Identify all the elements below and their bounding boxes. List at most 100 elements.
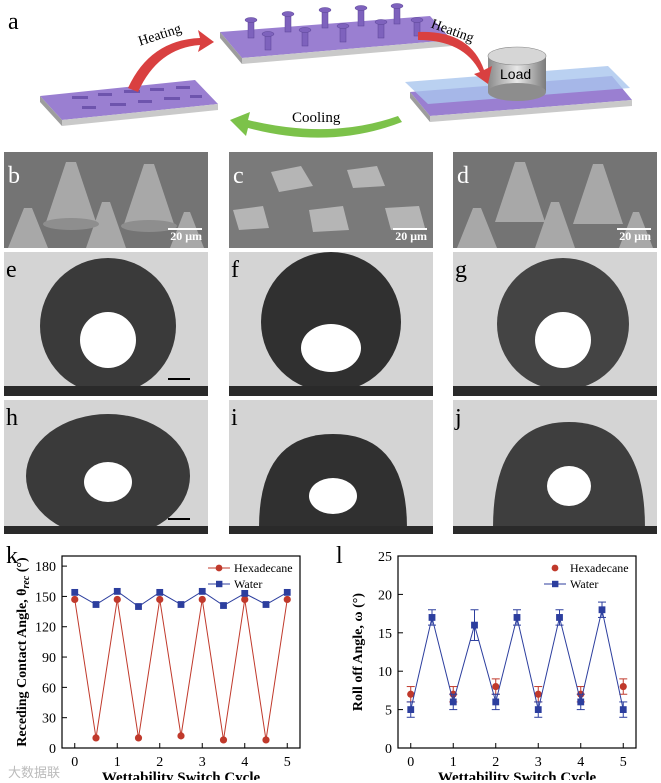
panel-label-k: k bbox=[6, 543, 18, 569]
chart-k-point-water bbox=[177, 601, 185, 608]
chart-l-point-water bbox=[598, 606, 606, 614]
chart-k-plot-frame bbox=[61, 555, 301, 749]
panel-label-g: g bbox=[455, 257, 467, 283]
chart-l-point-water bbox=[577, 698, 585, 706]
panel-label-f: f bbox=[231, 257, 239, 283]
droplet-image-h: h bbox=[4, 400, 208, 534]
droplet-image-f: f bbox=[229, 252, 433, 396]
top-substrate bbox=[220, 3, 452, 64]
chart-k-point-hexadecane bbox=[134, 734, 143, 742]
chart-k-point-hexadecane bbox=[92, 734, 100, 742]
panel-label-d: d bbox=[457, 163, 469, 189]
panel-label-i: i bbox=[231, 405, 238, 431]
chart-k-ytick-label: 180 bbox=[35, 560, 56, 575]
chart-l-point-water bbox=[534, 706, 542, 713]
chart-k-ytick-label: 60 bbox=[42, 681, 56, 696]
chart-k-point-hexadecane bbox=[262, 736, 270, 744]
chart-k-xtick-label: 5 bbox=[284, 755, 291, 770]
chart-k-xtick-label: 3 bbox=[199, 755, 206, 770]
scale-label-b: 20 μm bbox=[170, 229, 202, 243]
left-substrate bbox=[40, 80, 218, 126]
sem-image-c: c 20 μm bbox=[229, 152, 433, 248]
scale-label-c: 20 μm bbox=[395, 229, 427, 243]
chart-k-xtick-label: 2 bbox=[156, 755, 163, 770]
schematic-diagram bbox=[40, 3, 632, 138]
chart-l-ytick-label: 10 bbox=[378, 665, 392, 680]
chart-l-xtick-label: 0 bbox=[407, 755, 414, 770]
sem-image-d: d 20 μm bbox=[453, 152, 657, 248]
chart-k-ytick-label: 30 bbox=[42, 712, 56, 727]
chart-k-point-hexadecane bbox=[156, 595, 164, 604]
right-substrate bbox=[405, 46, 632, 122]
panel-label-e: e bbox=[6, 257, 17, 283]
chart-k-line-hexadecane bbox=[74, 599, 288, 740]
chart-l-point-hexadecane bbox=[492, 682, 500, 691]
heating-arrow-right bbox=[418, 31, 492, 84]
chart-k-xtick-label: 0 bbox=[71, 755, 78, 770]
chart-l-ylabel-unit: (°) bbox=[351, 593, 366, 612]
chart-l-point-hexadecane bbox=[534, 690, 542, 698]
panel-label-b: b bbox=[8, 163, 20, 189]
chart-k-point-hexadecane bbox=[113, 595, 121, 604]
chart-k-point-hexadecane bbox=[177, 732, 185, 740]
panel-label-a: a bbox=[8, 9, 19, 35]
droplet-image-j: j bbox=[453, 400, 657, 534]
chart-k-xlabel: Wettability Switch Cycle bbox=[102, 770, 261, 780]
chart-k-point-water bbox=[113, 587, 121, 595]
chart-l-point-water bbox=[471, 621, 478, 629]
chart-l-ytick-label: 20 bbox=[378, 588, 392, 603]
chart-k: 0 1 2 3 4 5 0 30 60 90 120 150 180 Wettability Switch… bbox=[15, 555, 301, 780]
scale-bar-c bbox=[393, 228, 427, 230]
chart-k-ylabel-unit: (°) bbox=[15, 557, 30, 576]
heating-arrow-left bbox=[128, 30, 214, 92]
chart-l-xlabel: Wettability Switch Cycle bbox=[438, 770, 597, 780]
chart-l-point-water bbox=[492, 698, 500, 706]
chart-k-point-water bbox=[241, 589, 249, 597]
chart-l-point-water bbox=[407, 706, 415, 713]
chart-k-ytick-label: 90 bbox=[42, 651, 56, 666]
cooling-arrow bbox=[230, 112, 402, 138]
chart-k-point-water bbox=[220, 602, 227, 609]
chart-l-xtick-label: 5 bbox=[620, 755, 627, 770]
chart-l-point-hexadecane bbox=[619, 682, 627, 691]
chart-l-ytick-label: 15 bbox=[378, 627, 392, 642]
chart-l-point-water bbox=[428, 614, 436, 621]
chart-k-legend-marker-hexadecane bbox=[215, 564, 223, 572]
chart-l-legend-label-water: Water bbox=[570, 577, 598, 591]
chart-k-point-water bbox=[283, 588, 291, 596]
chart-k-xtick-label: 1 bbox=[114, 755, 121, 770]
watermark: 大数据联 bbox=[8, 766, 61, 781]
scale-bar-b bbox=[168, 228, 202, 230]
chart-l-xtick-label: 4 bbox=[577, 755, 584, 770]
chart-l-point-water bbox=[513, 614, 521, 621]
scale-bar-d bbox=[617, 228, 651, 230]
sem-image-b: b 20 μm bbox=[4, 152, 208, 248]
chart-k-xtick-label: 4 bbox=[241, 755, 248, 770]
droplet-image-e: e bbox=[4, 252, 208, 396]
cooling-label: Cooling bbox=[292, 110, 341, 126]
chart-k-legend-label-water: Water bbox=[234, 577, 262, 591]
droplet-image-i: i bbox=[229, 400, 433, 534]
load-label: Load bbox=[500, 66, 532, 82]
chart-l-xtick-label: 1 bbox=[450, 755, 457, 770]
chart-k-point-water bbox=[71, 588, 79, 596]
chart-k-ylabel: Receding Contact Angle, θrec (°) bbox=[15, 557, 32, 747]
chart-l-ytick-label: 0 bbox=[385, 742, 392, 757]
chart-l: 0 1 2 3 4 5 0 5 10 15 20 25 Wettability Switch Cycle… bbox=[351, 550, 637, 780]
chart-l-xtick-label: 3 bbox=[535, 755, 542, 770]
chart-k-point-hexadecane bbox=[198, 595, 206, 604]
chart-k-point-hexadecane bbox=[71, 595, 79, 604]
panel-label-l: l bbox=[336, 543, 343, 569]
chart-l-point-water bbox=[619, 706, 627, 713]
chart-l-legend-marker-hexadecane bbox=[551, 564, 559, 572]
chart-k-point-water bbox=[156, 588, 164, 596]
chart-k-ytick-label: 120 bbox=[35, 621, 56, 636]
chart-l-point-hexadecane bbox=[407, 690, 415, 698]
chart-l-point-water bbox=[449, 698, 457, 706]
chart-l-ytick-label: 5 bbox=[385, 704, 392, 719]
chart-l-ylabel: Roll off Angle, ω (°) bbox=[351, 593, 366, 711]
chart-k-ytick-label: 0 bbox=[49, 742, 56, 757]
chart-k-legend-marker-water bbox=[216, 580, 223, 588]
panel-a: a bbox=[0, 0, 661, 150]
chart-k-point-hexadecane bbox=[219, 736, 228, 744]
